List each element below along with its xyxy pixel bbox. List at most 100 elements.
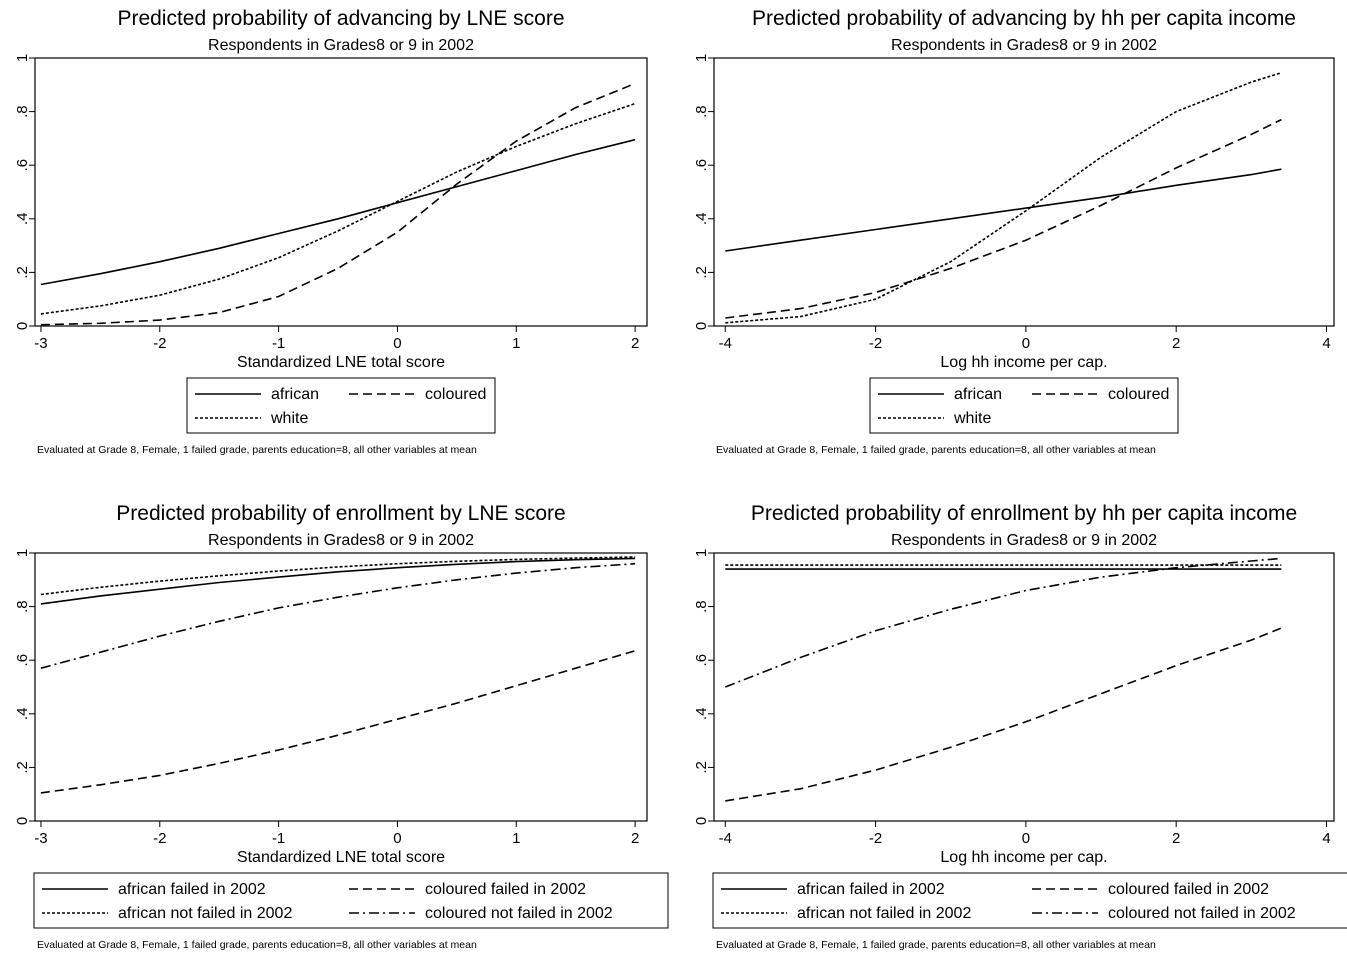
x-tick-label: 4: [1322, 830, 1330, 847]
chart-title: Predicted probability of enrollment by L…: [116, 502, 565, 525]
x-tick-label: -1: [272, 830, 285, 847]
x-tick-label: 1: [512, 335, 520, 352]
series-line: [725, 627, 1282, 802]
legend-label: coloured failed in 2002: [1108, 881, 1269, 898]
y-tick-label: .4: [14, 213, 31, 226]
chart-note: Evaluated at Grade 8, Female, 1 failed g…: [716, 444, 1156, 456]
chart-title: Predicted probability of enrollment by h…: [751, 502, 1297, 525]
chart-subtitle: Respondents in Grades8 or 9 in 2002: [208, 532, 474, 549]
y-tick-label: .8: [14, 105, 31, 118]
plot-frame: [34, 57, 648, 327]
x-tick-label: -1: [272, 335, 285, 352]
plot-frame: [713, 552, 1335, 822]
x-tick-label: -3: [34, 830, 47, 847]
legend-label: african not failed in 2002: [118, 905, 292, 922]
legend-label: coloured failed in 2002: [425, 881, 586, 898]
chart-note: Evaluated at Grade 8, Female, 1 failed g…: [716, 939, 1156, 951]
chart-subtitle: Respondents in Grades8 or 9 in 2002: [891, 37, 1157, 54]
x-tick-label: -2: [153, 830, 166, 847]
chart-panel: Predicted probability of advancing by LN…: [14, 7, 648, 456]
y-tick-label: .8: [693, 600, 710, 613]
legend-label: white: [270, 410, 308, 427]
y-tick-label: 1: [14, 549, 31, 557]
chart-panel: Predicted probability of enrollment by L…: [14, 502, 669, 951]
chart-note: Evaluated at Grade 8, Female, 1 failed g…: [37, 444, 477, 456]
y-tick-label: 0: [14, 817, 31, 825]
y-tick-label: .6: [693, 159, 710, 172]
x-axis-label: Log hh income per cap.: [940, 849, 1107, 866]
x-tick-label: 0: [1022, 335, 1030, 352]
chart-subtitle: Respondents in Grades8 or 9 in 2002: [208, 37, 474, 54]
y-tick-label: .6: [14, 654, 31, 667]
legend-box: [33, 872, 669, 929]
plot-frame: [34, 552, 648, 822]
x-tick-label: 2: [631, 830, 639, 847]
x-tick-label: -2: [869, 830, 882, 847]
y-tick-label: 1: [14, 54, 31, 62]
plot-frame: [713, 57, 1335, 327]
x-tick-label: -4: [719, 335, 732, 352]
series-line: [725, 557, 1282, 688]
legend-label: african: [954, 386, 1002, 403]
legend-box: [712, 872, 1347, 929]
chart-title: Predicted probability of advancing by LN…: [117, 7, 564, 30]
legend-label: coloured not failed in 2002: [425, 905, 613, 922]
series-line: [40, 102, 636, 315]
x-tick-label: 0: [1022, 830, 1030, 847]
x-tick-label: 2: [631, 335, 639, 352]
legend-label: african: [271, 386, 319, 403]
x-tick-label: -4: [719, 830, 732, 847]
series-line: [725, 168, 1282, 252]
legend-box: [869, 377, 1179, 434]
x-tick-label: 0: [393, 335, 401, 352]
x-tick-label: 2: [1172, 335, 1180, 352]
series-line: [40, 557, 636, 605]
chart-subtitle: Respondents in Grades8 or 9 in 2002: [891, 532, 1157, 549]
series-line: [40, 82, 636, 326]
legend-label: coloured not failed in 2002: [1108, 905, 1296, 922]
x-axis-label: Standardized LNE total score: [237, 354, 445, 371]
chart-title: Predicted probability of advancing by hh…: [752, 7, 1296, 30]
series-line: [725, 71, 1282, 324]
legend-box: [186, 377, 496, 434]
x-tick-label: 1: [512, 830, 520, 847]
y-tick-label: .8: [693, 105, 710, 118]
series-line: [725, 118, 1282, 319]
y-tick-label: .2: [693, 761, 710, 774]
x-tick-label: 2: [1172, 830, 1180, 847]
x-tick-label: -2: [869, 335, 882, 352]
y-tick-label: .2: [14, 761, 31, 774]
x-tick-label: -2: [153, 335, 166, 352]
x-tick-label: 0: [393, 830, 401, 847]
series-line: [40, 650, 636, 794]
y-tick-label: .4: [14, 708, 31, 721]
y-tick-label: 0: [14, 322, 31, 330]
legend-label: african not failed in 2002: [797, 905, 971, 922]
series-line: [40, 562, 636, 669]
y-tick-label: .2: [693, 266, 710, 279]
y-tick-label: .6: [14, 159, 31, 172]
y-tick-label: .8: [14, 600, 31, 613]
y-tick-label: 0: [693, 322, 710, 330]
legend-label: coloured: [1108, 386, 1169, 403]
y-tick-label: .6: [693, 654, 710, 667]
y-tick-label: .2: [14, 266, 31, 279]
chart-panel: Predicted probability of advancing by hh…: [693, 7, 1335, 456]
x-axis-label: Log hh income per cap.: [940, 354, 1107, 371]
legend-label: african failed in 2002: [797, 881, 945, 898]
y-tick-label: .4: [693, 708, 710, 721]
y-tick-label: .4: [693, 213, 710, 226]
legend-label: african failed in 2002: [118, 881, 266, 898]
x-axis-label: Standardized LNE total score: [237, 849, 445, 866]
y-tick-label: 1: [693, 54, 710, 62]
legend-label: white: [953, 410, 991, 427]
y-tick-label: 1: [693, 549, 710, 557]
chart-note: Evaluated at Grade 8, Female, 1 failed g…: [37, 939, 477, 951]
chart-panel: Predicted probability of enrollment by h…: [693, 502, 1347, 951]
series-line: [40, 556, 636, 596]
x-tick-label: -3: [34, 335, 47, 352]
series-line: [40, 138, 636, 286]
x-tick-label: 4: [1322, 335, 1330, 352]
legend-label: coloured: [425, 386, 486, 403]
